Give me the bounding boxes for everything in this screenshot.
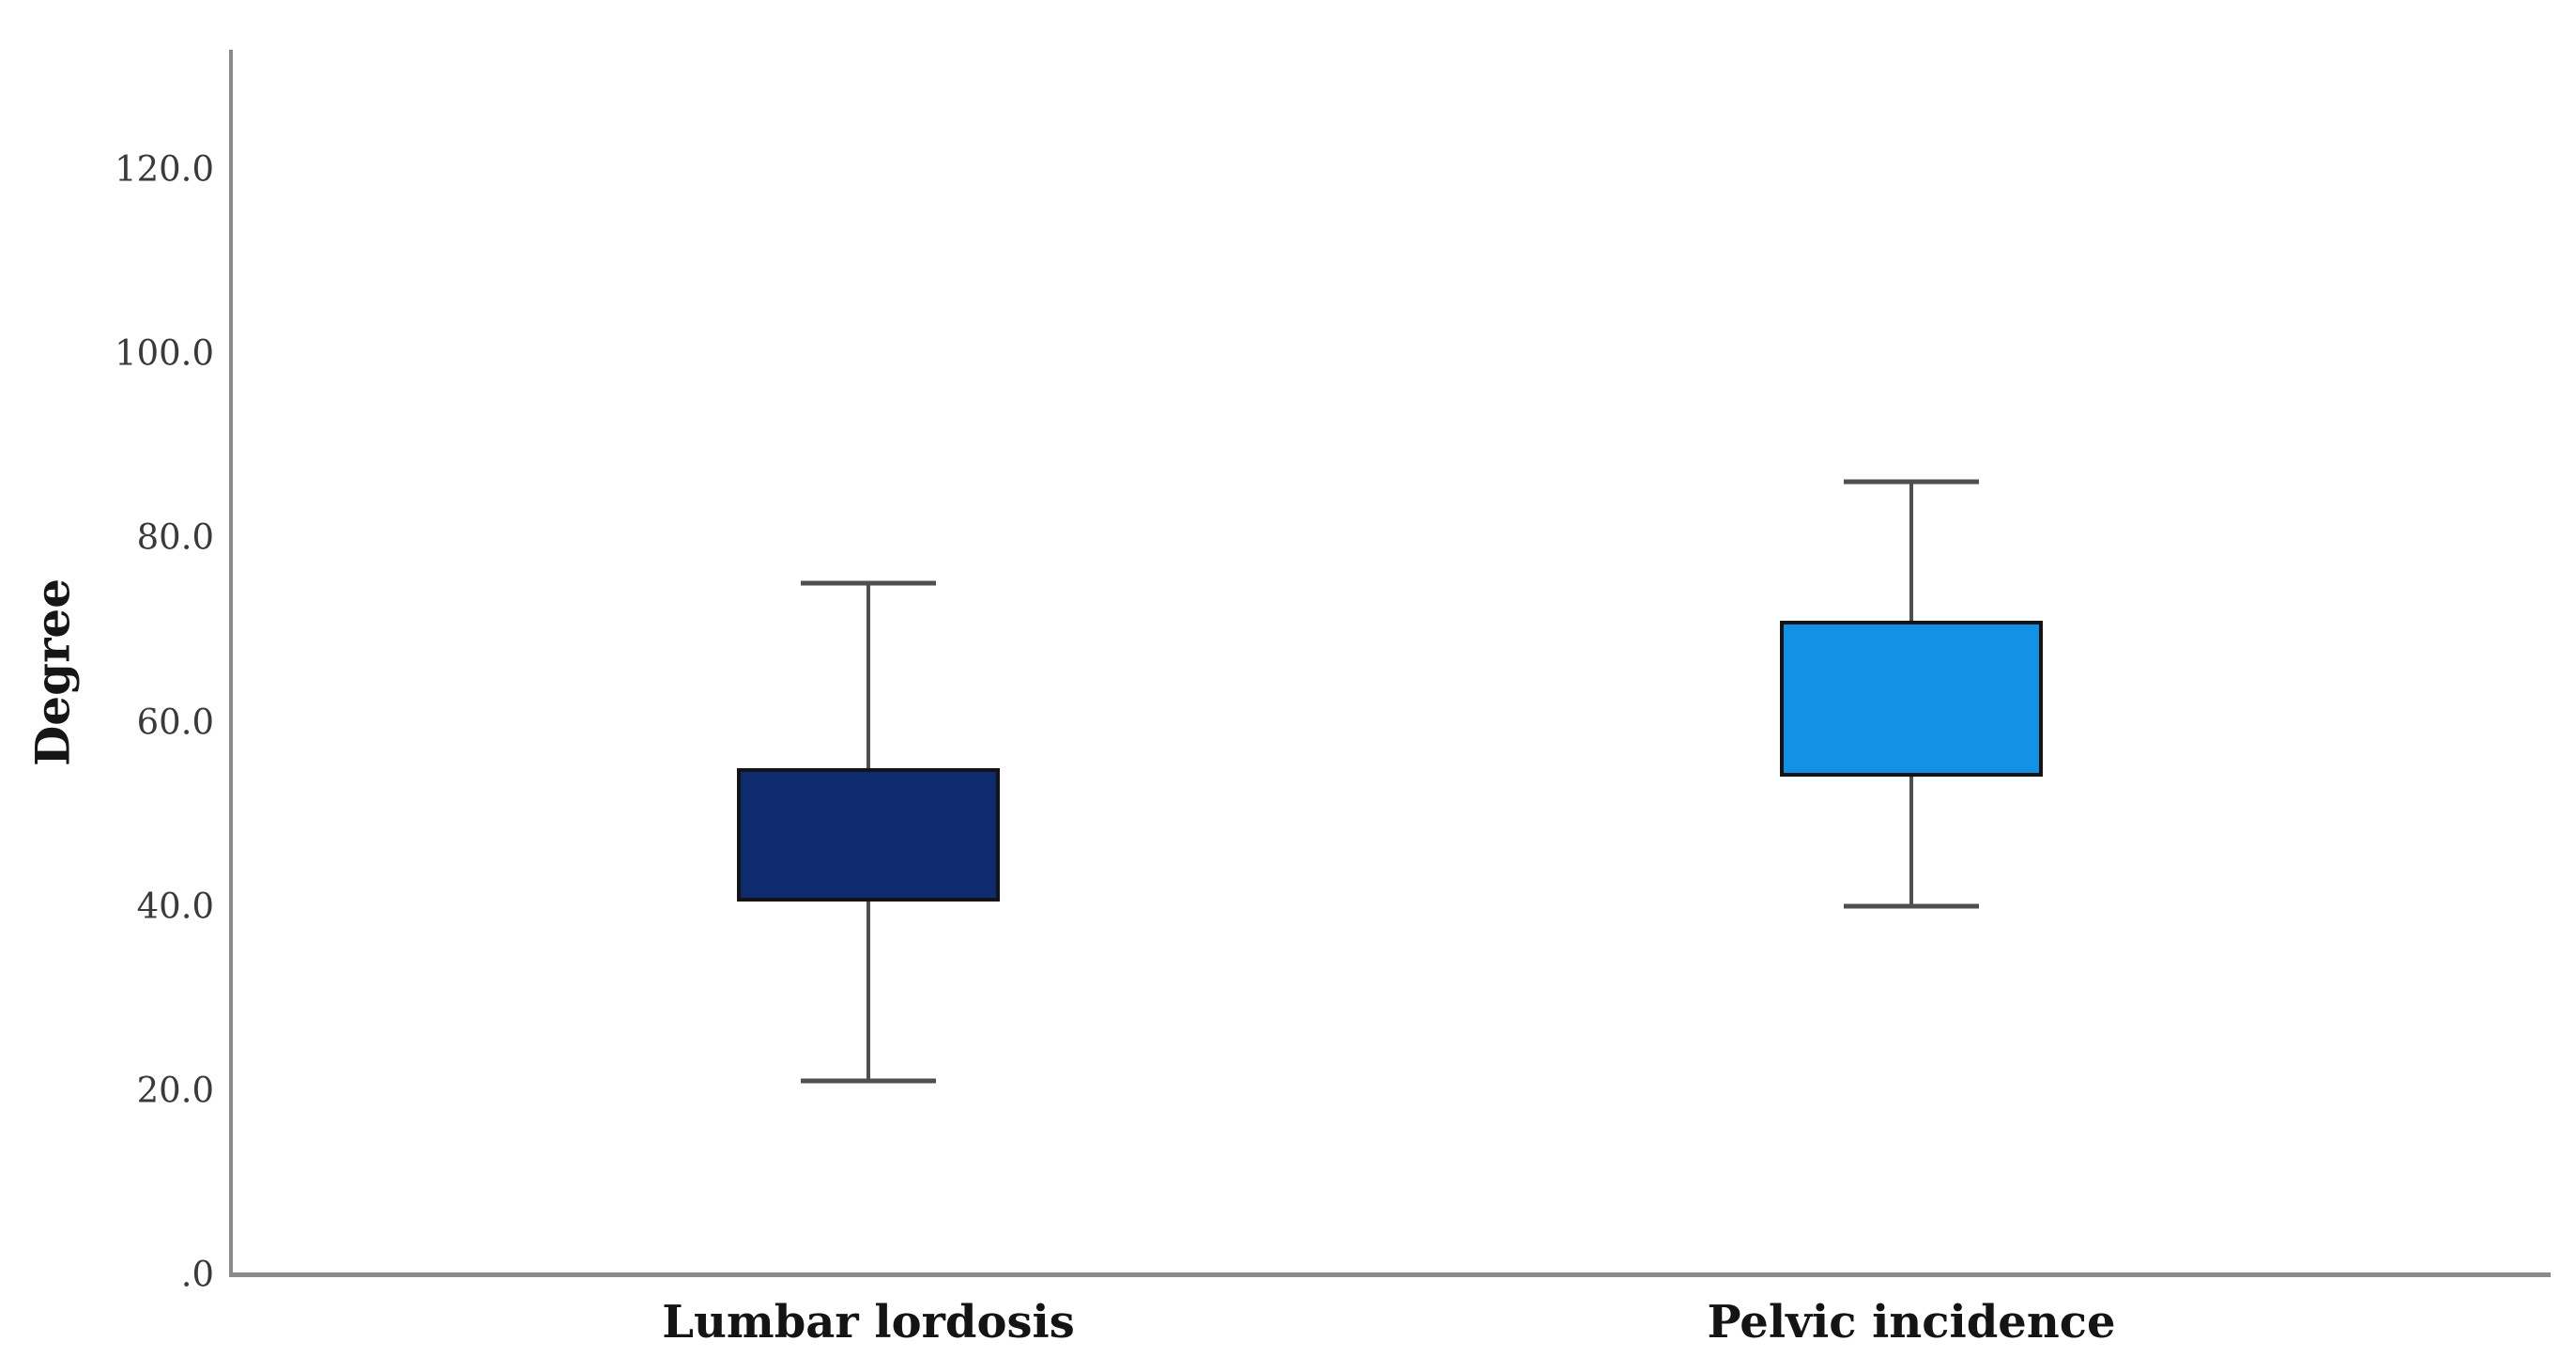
whisker-cap-min — [801, 1078, 936, 1084]
category-label: Lumbar lordosis — [662, 1296, 1075, 1349]
y-tick-label: 40.0 — [136, 886, 214, 927]
whisker-cap-min — [1844, 903, 1979, 909]
whisker-cap-max — [1844, 479, 1979, 485]
y-axis-line — [229, 50, 233, 1277]
box-iqr — [1780, 620, 2043, 778]
category-label: Pelvic incidence — [1707, 1296, 2116, 1349]
box-iqr — [737, 767, 1000, 902]
y-tick-label: 20.0 — [136, 1070, 214, 1111]
y-tick-label: 80.0 — [136, 516, 214, 558]
whisker-cap-max — [801, 580, 936, 586]
y-tick-label: 60.0 — [136, 701, 214, 742]
x-axis-line — [229, 1272, 2551, 1277]
y-tick-label: 120.0 — [115, 148, 214, 190]
y-tick-label: .0 — [180, 1254, 214, 1295]
y-tick-label: 100.0 — [115, 332, 214, 374]
